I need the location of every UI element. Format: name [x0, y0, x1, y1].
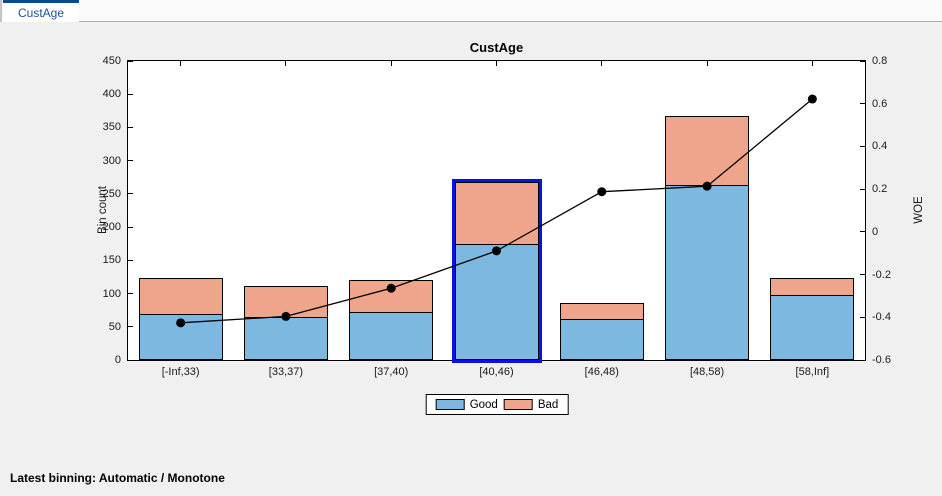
bin-bar[interactable] [451, 178, 542, 364]
left-axis-tick-label: 0 [114, 354, 121, 366]
right-axis-tick-mark [860, 231, 865, 233]
left-axis-tick-mark [128, 160, 133, 162]
x-axis-tick-mark-top [390, 61, 392, 66]
bar-segment-good[interactable] [138, 313, 223, 360]
woe-data-point [807, 94, 817, 104]
right-axis-tick-label: -0.2 [872, 268, 891, 281]
legend-swatch-bad [503, 399, 533, 410]
left-axis-tick-label: 150 [102, 254, 121, 267]
x-axis-tick-mark-top [811, 61, 813, 66]
bin-bar[interactable] [138, 278, 223, 360]
bar-segment-good[interactable] [559, 319, 644, 360]
x-axis-tick-mark-top [285, 61, 287, 66]
legend-item-bad: Bad [503, 398, 559, 411]
right-axis-tick-label: -0.4 [872, 311, 891, 324]
bin-bar[interactable] [665, 115, 750, 360]
left-axis-tick-label: 200 [102, 221, 121, 234]
left-axis-tick-label: 400 [102, 88, 121, 101]
bin-bar[interactable] [243, 286, 328, 360]
tab-custage[interactable]: CustAge [3, 0, 79, 22]
bar-segment-bad[interactable] [349, 280, 434, 312]
legend-label-good: Good [469, 398, 498, 411]
left-axis-tick-mark [128, 126, 133, 128]
tab-custage-label: CustAge [17, 5, 65, 20]
x-axis-tick-mark-top [496, 61, 497, 66]
legend-label-bad: Bad [537, 398, 559, 411]
legend: Good Bad [425, 394, 569, 415]
left-axis-tick-mark [128, 193, 133, 195]
left-axis-tick-mark [128, 326, 133, 328]
x-axis-tick-label: [37,40) [374, 366, 409, 378]
legend-item-good: Good [435, 398, 498, 411]
right-axis-tick-mark [860, 188, 865, 190]
right-axis-tick-label: 0 [872, 225, 879, 238]
panel-left-edge [0, 0, 2, 22]
left-axis-tick-mark [128, 93, 133, 95]
left-axis-tick-mark [128, 259, 133, 261]
left-axis-tick-mark [128, 293, 133, 295]
left-axis-tick-label: 450 [102, 55, 121, 67]
legend-swatch-good [435, 399, 465, 410]
bar-segment-bad[interactable] [665, 115, 750, 186]
right-axis-tick-mark [860, 274, 865, 276]
bar-segment-bad[interactable] [770, 277, 855, 295]
x-axis-tick-mark-top [180, 61, 182, 66]
right-axis-tick-label: 0.2 [872, 183, 888, 196]
bar-segment-bad[interactable] [454, 181, 539, 245]
bar-segment-good[interactable] [454, 244, 539, 360]
right-axis-tick-label: -0.6 [872, 354, 891, 366]
right-axis-tick-mark [860, 60, 865, 62]
bar-segment-bad[interactable] [559, 302, 644, 320]
y-axis-label-right: WOE [913, 196, 925, 224]
bar-segment-good[interactable] [243, 317, 328, 360]
left-axis-tick-mark [128, 226, 133, 228]
left-axis-tick-label: 250 [102, 187, 121, 200]
document-tab-bar: CustAge [0, 0, 942, 22]
bar-segment-bad[interactable] [138, 278, 223, 314]
bin-bar[interactable] [559, 302, 644, 360]
x-axis-tick-label: [40,46) [479, 366, 514, 378]
bin-bar[interactable] [349, 280, 434, 360]
x-axis-tick-mark-top [706, 61, 708, 66]
status-bar-text: Latest binning: Automatic / Monotone [10, 471, 225, 485]
woe-data-point [597, 187, 607, 197]
bar-segment-bad[interactable] [243, 286, 328, 318]
x-axis-tick-label: [33,37) [268, 366, 304, 378]
left-axis-tick-label: 100 [102, 287, 121, 300]
left-axis-tick-mark [128, 359, 133, 361]
x-axis-tick-label: [48,58) [689, 366, 725, 378]
bar-segment-good[interactable] [770, 294, 855, 360]
bar-segment-good[interactable] [665, 185, 750, 360]
right-axis-tick-label: 0.4 [872, 140, 888, 153]
x-axis-tick-label: [-Inf,33) [161, 366, 200, 378]
right-axis-tick-mark [860, 103, 865, 105]
bar-segment-good[interactable] [349, 311, 434, 360]
left-axis-tick-label: 350 [102, 121, 121, 134]
x-axis-tick-label: [58,Inf] [795, 366, 830, 378]
left-axis-tick-label: 300 [102, 154, 121, 167]
right-axis-tick-mark [860, 359, 865, 361]
bin-bar[interactable] [770, 277, 855, 360]
right-axis-tick-mark [860, 145, 865, 147]
left-axis-tick-mark [128, 60, 133, 62]
right-axis-tick-label: 0.6 [872, 97, 888, 110]
chart-title: CustAge [469, 40, 524, 55]
x-axis-tick-label: [46,48) [584, 366, 619, 378]
left-axis-tick-label: 50 [108, 320, 121, 333]
tab-bar-divider [79, 21, 942, 22]
plot-area[interactable] [127, 60, 866, 364]
right-axis-tick-mark [860, 316, 865, 318]
right-axis-tick-label: 0.8 [872, 55, 888, 67]
x-axis-tick-mark-top [601, 61, 603, 66]
